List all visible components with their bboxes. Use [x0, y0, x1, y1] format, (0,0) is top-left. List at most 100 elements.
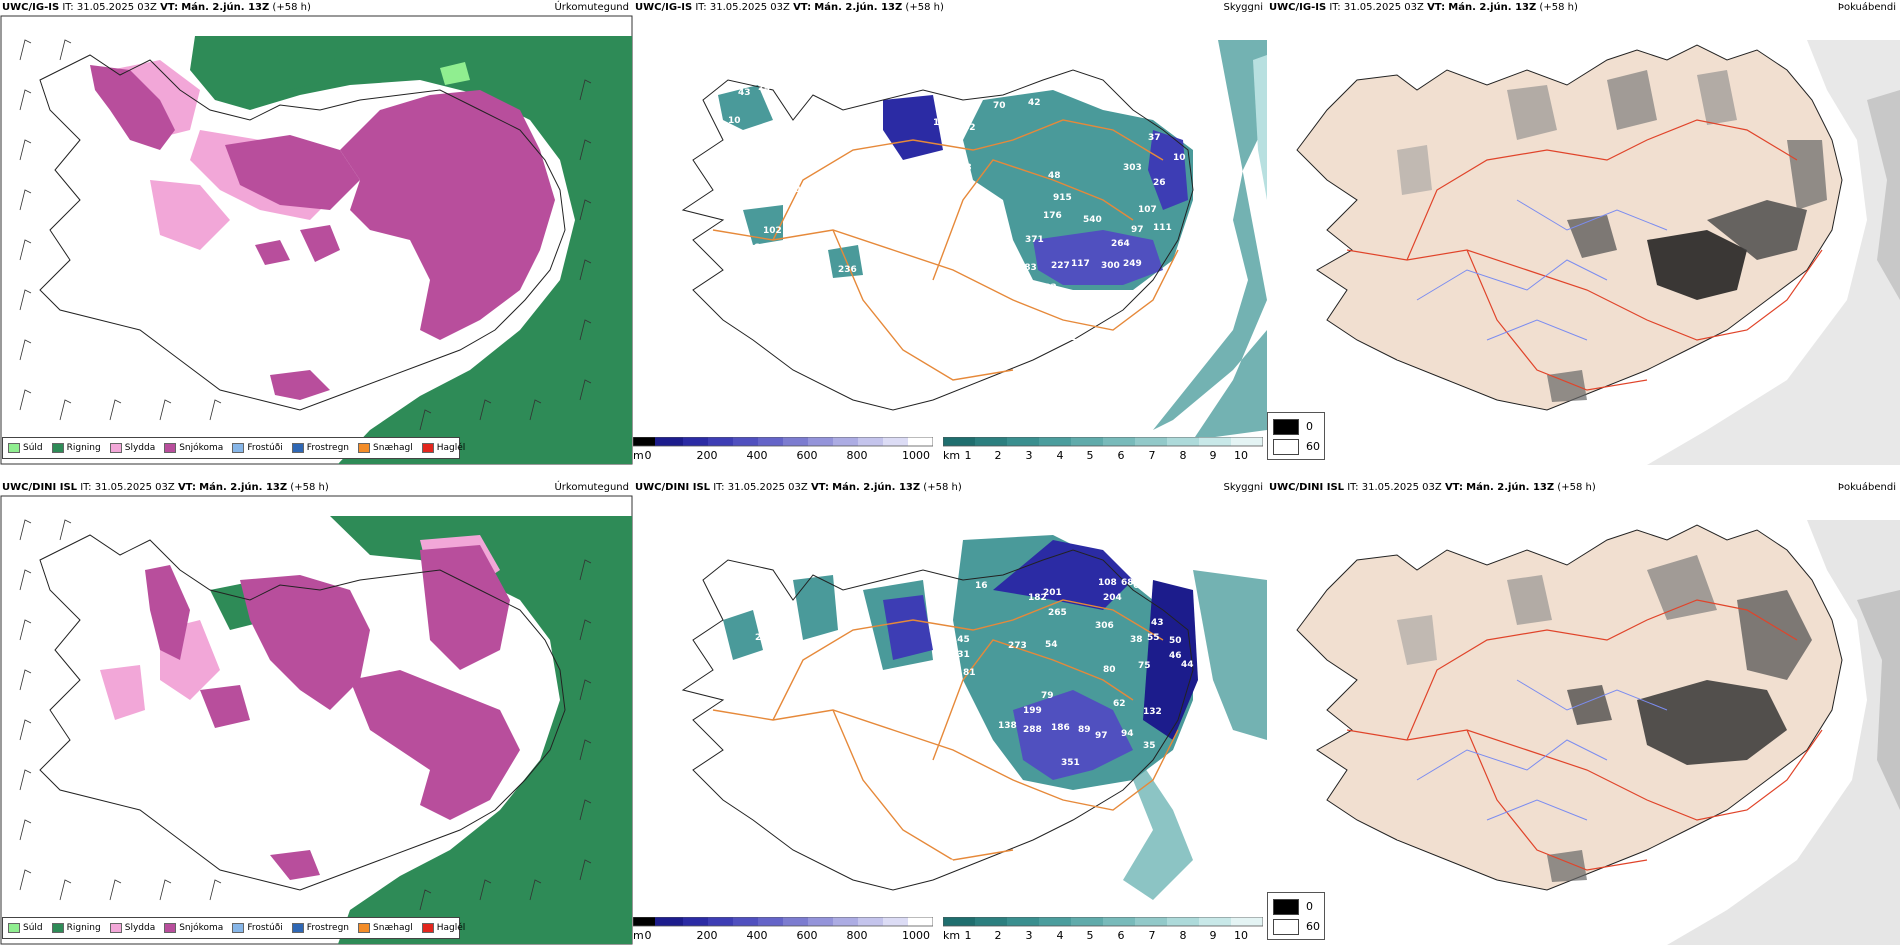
legend-item: Frostúði	[232, 923, 283, 933]
cloud-number: 915	[1053, 193, 1072, 203]
legend-swatch	[421, 443, 434, 453]
precip-legend: Súld Rigning Slydda Snjókoma Frostúði Fr…	[2, 437, 465, 459]
cloud-number: 48	[1048, 171, 1061, 181]
cloud-number: 37	[1148, 133, 1161, 143]
legend-swatch	[8, 443, 20, 453]
rain-area	[270, 36, 340, 90]
cloud-number: 132	[1143, 707, 1162, 717]
panel-title: UWC/DINI ISL IT: 31.05.2025 03Z VT: Mán.…	[2, 482, 329, 493]
cloud-number: 87	[905, 386, 918, 396]
legend-swatch	[232, 923, 245, 933]
visibility-area	[1123, 750, 1193, 900]
run-time: IT: 31.05.2025 03Z	[1329, 2, 1424, 13]
visibility-area	[1153, 40, 1267, 440]
legend-swatch	[1273, 419, 1299, 435]
cloud-number: 236	[838, 265, 857, 275]
legend-label: 60	[1306, 440, 1320, 453]
road-network	[712, 119, 1179, 381]
cloud-number: 54	[1045, 640, 1058, 650]
model-name: UWC/IG-IS	[1269, 2, 1327, 13]
cloud-number: 50	[1169, 636, 1182, 646]
precip-map	[0, 495, 633, 945]
cloud-number: 176	[913, 173, 932, 183]
visibility-colorbar	[943, 917, 1263, 927]
snow-area	[255, 240, 290, 265]
legend-swatch	[358, 443, 371, 453]
cloud-number: 35	[1143, 741, 1156, 751]
snow-area	[145, 565, 190, 660]
cloud-map: 43 24 10 87 181 42 70 42 89 97 17 223 17…	[681, 40, 1267, 440]
cloud-number: 68	[1121, 578, 1134, 588]
fog-patch	[1707, 200, 1807, 260]
scale-tick: 2	[994, 929, 1002, 942]
fog-patch	[1567, 685, 1612, 725]
visibility-area	[1253, 55, 1267, 200]
legend-item: Súld	[8, 923, 43, 933]
river-network	[1416, 199, 1668, 341]
legend-item: Snjókoma	[164, 443, 223, 453]
fog-patch	[1567, 215, 1617, 258]
legend-swatch	[164, 443, 177, 453]
cloud-number: 182	[1028, 593, 1047, 603]
cloud-number: 306	[1095, 621, 1114, 631]
scale-tick: 8	[1179, 449, 1187, 462]
visibility-area	[828, 245, 863, 278]
legend-item: Snjókoma	[164, 923, 223, 933]
scale-tick: 7	[1148, 929, 1156, 942]
cloud-number: 176	[1043, 211, 1062, 221]
panel-title: UWC/IG-IS IT: 31.05.2025 03Z VT: Mán. 2.…	[635, 2, 944, 13]
scale-tick: 4	[1056, 929, 1064, 942]
iceland-coastline	[39, 54, 566, 411]
valid-time: Mán. 2.jún. 13Z	[1448, 2, 1537, 13]
legend-swatch	[109, 923, 122, 933]
drizzle-area	[440, 62, 470, 85]
forecast-offset: (+58 h)	[1557, 482, 1596, 493]
fog-offshore	[1647, 40, 1900, 465]
model-name: UWC/IG-IS	[2, 2, 60, 13]
scale-tick: 1000	[902, 449, 930, 462]
cloud-panel-bottom: UWC/DINI ISL IT: 31.05.2025 03Z VT: Mán.…	[633, 480, 1267, 945]
scale-tick: 9	[1209, 449, 1217, 462]
model-name: UWC/DINI ISL	[1269, 482, 1345, 493]
legend-label: Frostregn	[306, 923, 350, 933]
visibility-area	[723, 610, 763, 660]
legend-swatch	[291, 443, 304, 453]
cloud-number: 207	[788, 185, 807, 195]
legend-label: Snæhagl	[373, 443, 413, 453]
cloud-number-labels: 11 81 27 23 104 101 16 182 201 108 68 68…	[745, 566, 1194, 876]
precip-panel-bottom: UWC/DINI ISL IT: 31.05.2025 03Z VT: Mán.…	[0, 480, 633, 945]
legend-label: Slydda	[124, 443, 156, 453]
legend-label: Frostúði	[247, 923, 283, 933]
cloud-number: 55	[1147, 633, 1160, 643]
scale-tick: 600	[796, 449, 818, 462]
cloud-number: 122	[898, 708, 917, 718]
cloud-number: 199	[1023, 706, 1042, 716]
low-cloud-area	[1033, 230, 1163, 285]
cloud-number: 111	[1153, 223, 1172, 233]
scale-tick: 5	[1086, 929, 1094, 942]
scale-unit: m	[633, 929, 644, 942]
cloud-base-colorbar	[633, 917, 933, 927]
legend-item: Snæhagl	[358, 443, 413, 453]
scale-tick: 400	[746, 449, 768, 462]
scale-tick: 400	[746, 929, 768, 942]
cloud-number: 58	[953, 708, 966, 718]
fog-offshore	[1857, 590, 1900, 810]
legend-item: Haglél	[421, 443, 465, 453]
model-name: UWC/DINI ISL	[2, 482, 78, 493]
panel-name: Þokuábendi	[1837, 2, 1896, 13]
legend-swatch	[1273, 439, 1299, 455]
cloud-number: 108	[1098, 578, 1117, 588]
legend-item: Súld	[8, 443, 43, 453]
scale-unit: km	[943, 449, 961, 462]
cloud-number: 10	[1173, 153, 1186, 163]
legend-swatch	[109, 443, 122, 453]
legend-label: Slydda	[124, 923, 156, 933]
model-name: UWC/DINI ISL	[635, 482, 711, 493]
valid-time: Mán. 2.jún. 13Z	[1466, 482, 1555, 493]
scale-tick: 7	[1148, 449, 1156, 462]
fog-patch	[1397, 145, 1432, 195]
fog-legend: 0 60	[1267, 412, 1325, 460]
cloud-number: 97	[1123, 78, 1136, 88]
legend-label: Snæhagl	[373, 923, 413, 933]
